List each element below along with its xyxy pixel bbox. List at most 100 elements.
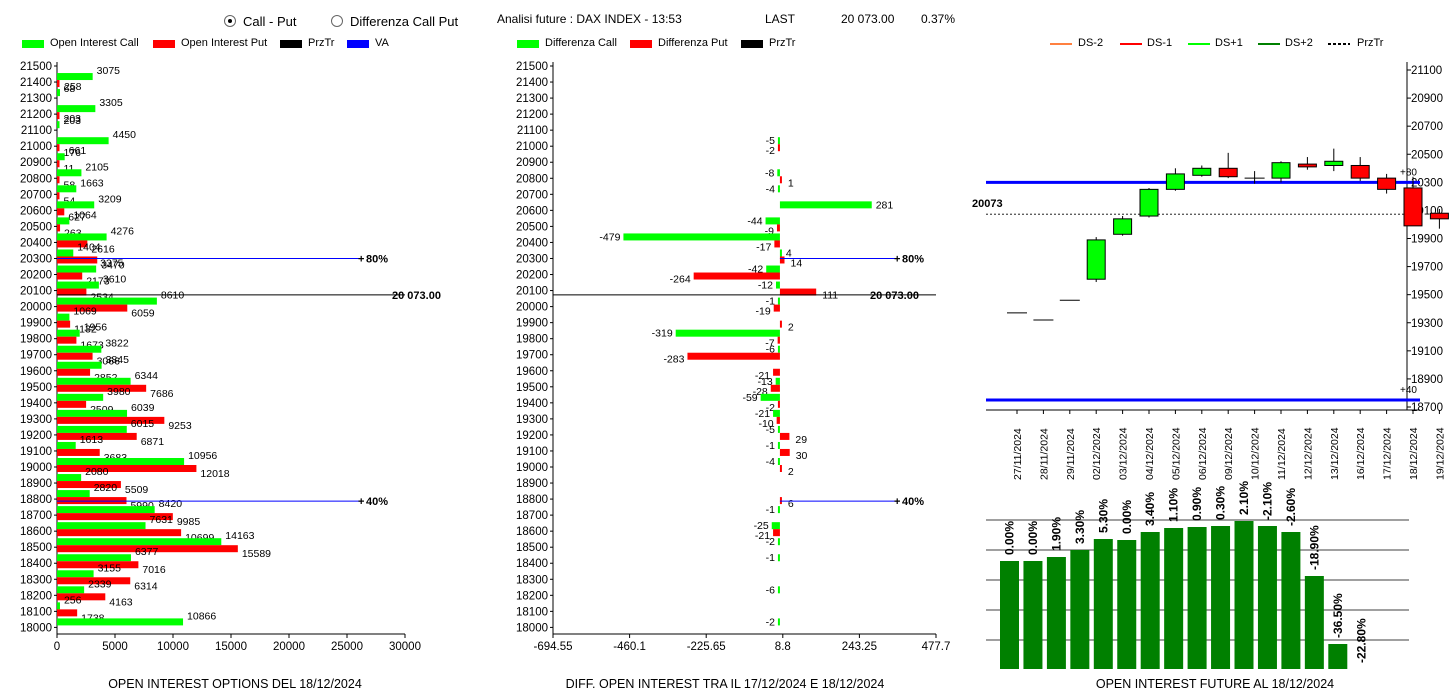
y-tick-label: 18700	[516, 510, 548, 522]
bar-put	[57, 352, 93, 360]
va-line-label-1: +40	[1400, 385, 1417, 396]
chart1-title: OPEN INTEREST OPTIONS DEL 18/12/2024	[108, 677, 362, 691]
date-tick-label: 09/12/2024	[1223, 427, 1235, 480]
bar-call	[57, 409, 128, 417]
radio-differenza-label[interactable]: Differenza Call Put	[350, 14, 459, 29]
przTr-label: 20 073.00	[870, 290, 919, 302]
bar-call-label: 3822	[105, 338, 129, 350]
bar-diff-put-label: -21	[755, 370, 770, 382]
x-tick-label: 20000	[273, 641, 305, 653]
y-tick-label: 20600	[516, 205, 548, 217]
bar-put-label: 58	[64, 179, 76, 191]
bar-diff-call-label: -4	[766, 183, 775, 195]
date-tick-label: 03/12/2024	[1118, 427, 1130, 480]
bar-call-label: 1064	[73, 209, 97, 221]
candle-body	[1324, 160, 1344, 166]
future-bar-label: -36.50%	[1331, 593, 1345, 638]
bar-put-label: 12018	[200, 468, 229, 480]
bar-call	[57, 169, 82, 177]
bar-diff-call	[775, 377, 780, 385]
bar-put	[57, 593, 106, 601]
candle-body	[1165, 173, 1185, 190]
va-label-40-text: 40%	[366, 496, 388, 508]
legend-oi-put: Open Interest Put	[181, 37, 268, 49]
future-bar-label: 0.00%	[1120, 500, 1134, 534]
y-tick-label: 20000	[516, 302, 548, 314]
y-tick-label: 19800	[516, 334, 548, 346]
y-tick-label: 20300	[516, 253, 548, 265]
bar-put	[57, 112, 60, 120]
date-tick-label: 17/12/2024	[1382, 427, 1394, 480]
y-tick-label: 21300	[516, 93, 548, 105]
bar-put	[57, 192, 60, 200]
va-label-40: +	[358, 496, 364, 508]
radio-differenza[interactable]	[331, 15, 343, 27]
bar-diff-call	[773, 409, 780, 417]
future-bar-label: 0.00%	[1003, 521, 1017, 555]
y-tick-label: 18100	[20, 606, 52, 618]
bar-diff-call-label: -59	[742, 392, 757, 404]
bar-call	[57, 345, 102, 353]
bar-diff-put-label: 111	[822, 290, 838, 302]
y-tick-label: 19300	[20, 414, 52, 426]
y-tick-label: 18600	[516, 526, 548, 538]
y-tick-label: 21300	[20, 93, 52, 105]
date-tick-label: 13/12/2024	[1329, 427, 1341, 480]
x-tick-label: 243.25	[842, 641, 877, 653]
price-tick-label: 19300	[1411, 318, 1443, 330]
legend-oi-call: Open Interest Call	[50, 37, 139, 49]
bar-diff-put	[777, 336, 780, 344]
y-tick-label: 20400	[516, 237, 548, 249]
legend-swatch-przTr	[280, 40, 302, 48]
bar-diff-put-label: 29	[795, 434, 807, 446]
bar-diff-call-label: -2	[766, 536, 775, 548]
radio-call-put[interactable]	[224, 15, 236, 27]
bar-diff-call	[777, 425, 780, 433]
bar-call-label: 6015	[131, 418, 155, 430]
analysis-title: Analisi future : DAX INDEX - 13:53	[497, 12, 682, 26]
bar-call-label: 7631	[150, 514, 174, 526]
bar-call-label: 3305	[99, 97, 123, 109]
przTr-value-label: 20073	[972, 198, 1003, 210]
bar-diff-call	[779, 201, 872, 209]
bar-put-label: 7686	[150, 388, 174, 400]
bar-call	[57, 538, 222, 546]
bar-put-label: 627	[68, 211, 86, 223]
y-tick-label: 18300	[20, 574, 52, 586]
bar-diff-put-label: 2	[788, 466, 794, 478]
bar-call-label: 4450	[113, 129, 137, 141]
candle-body	[1377, 177, 1397, 190]
bar-call-label: 1663	[80, 177, 104, 189]
x-tick-label: -694.55	[533, 641, 572, 653]
bar-put-label: 68	[64, 83, 76, 95]
bar-diff-call	[777, 458, 780, 465]
radio-call-put-label[interactable]: Call - Put	[243, 14, 297, 29]
bar-diff-call-label: -6	[766, 584, 775, 596]
candle-body	[1139, 188, 1159, 217]
y-tick-label: 19900	[516, 318, 548, 330]
bar-call	[57, 297, 157, 305]
bar-diff-put-label: -283	[663, 354, 684, 366]
legend-swatch-diff-put	[630, 40, 652, 48]
bar-diff-call	[765, 217, 780, 225]
bar-call	[57, 377, 131, 385]
bar-diff-call-label: -5	[766, 135, 775, 147]
candle-body	[1403, 187, 1423, 227]
date-tick-label: 18/12/2024	[1408, 427, 1420, 480]
y-tick-label: 20700	[20, 189, 52, 201]
bar-diff-put	[693, 272, 780, 280]
y-tick-label: 18000	[516, 622, 548, 634]
bar-call	[57, 602, 60, 610]
bar-call	[57, 474, 82, 482]
bar-call-label: 2080	[85, 466, 109, 478]
candle-body	[1192, 167, 1212, 176]
date-tick-label: 11/12/2024	[1276, 428, 1288, 480]
y-tick-label: 18800	[516, 494, 548, 506]
y-tick-label: 18900	[20, 478, 52, 490]
bar-diff-put	[773, 368, 780, 376]
price-tick-label: 20900	[1411, 93, 1443, 105]
bar-call	[57, 361, 102, 369]
future-bar	[1328, 644, 1348, 669]
bar-put	[57, 208, 65, 216]
price-tick-label: 19500	[1411, 290, 1443, 302]
